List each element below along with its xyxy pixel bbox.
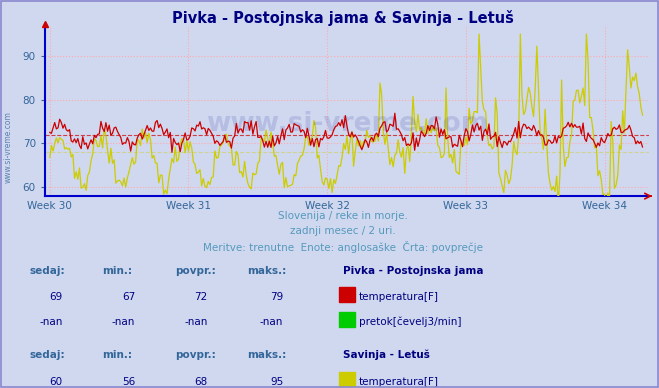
Text: 79: 79 [270,292,283,302]
Text: -nan: -nan [260,317,283,327]
Text: 95: 95 [270,376,283,386]
Text: povpr.:: povpr.: [175,265,215,275]
Text: 60: 60 [49,376,63,386]
Text: sedaj:: sedaj: [30,350,65,360]
Text: zadnji mesec / 2 uri.: zadnji mesec / 2 uri. [290,226,395,236]
Text: pretok[čevelj3/min]: pretok[čevelj3/min] [359,317,462,327]
Text: 72: 72 [194,292,208,302]
Text: -nan: -nan [40,317,63,327]
Text: -nan: -nan [112,317,135,327]
Text: -nan: -nan [185,317,208,327]
Text: 69: 69 [49,292,63,302]
Text: min.:: min.: [102,265,132,275]
Text: 68: 68 [194,376,208,386]
Text: temperatura[F]: temperatura[F] [359,376,439,386]
Text: Savinja - Letuš: Savinja - Letuš [343,350,430,360]
Text: www.si-vreme.com: www.si-vreme.com [4,111,13,184]
Text: sedaj:: sedaj: [30,265,65,275]
Text: Pivka - Postojnska jama: Pivka - Postojnska jama [343,265,483,275]
Text: maks.:: maks.: [247,350,287,360]
Text: 56: 56 [122,376,135,386]
Text: Slovenija / reke in morje.: Slovenija / reke in morje. [277,211,408,222]
Text: www.si-vreme.com: www.si-vreme.com [206,111,488,137]
Text: Meritve: trenutne  Enote: anglosaške  Črta: povprečje: Meritve: trenutne Enote: anglosaške Črta… [203,241,482,253]
Text: povpr.:: povpr.: [175,350,215,360]
Text: maks.:: maks.: [247,265,287,275]
Text: Pivka - Postojnska jama & Savinja - Letuš: Pivka - Postojnska jama & Savinja - Letu… [172,10,513,26]
Text: 67: 67 [122,292,135,302]
Text: min.:: min.: [102,350,132,360]
Text: temperatura[F]: temperatura[F] [359,292,439,302]
